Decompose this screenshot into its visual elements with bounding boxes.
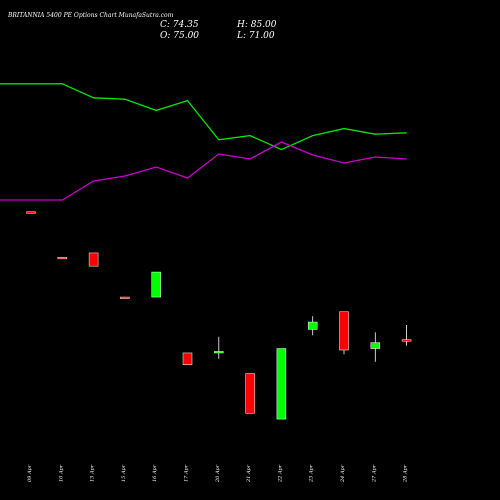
candles [26,211,412,420]
candle-body [370,342,381,349]
open-value: O: 75.00 [160,31,199,41]
candle-10-apr [57,257,68,260]
x-tick-label: 13 Apr [90,464,96,482]
x-axis-ticks: 09 Apr 10 Apr 13 Apr 15 Apr 16 Apr 17 Apr 20 A… [27,464,409,483]
candle-17-apr [182,352,193,365]
candle-body [26,211,36,214]
chart-title: BRITANNIA 5400 PE Options Chart MunafaSu… [7,12,174,19]
x-tick-label: 16 Apr [152,464,158,482]
candle-body [276,348,287,420]
candle-13-apr [88,252,99,267]
indicator-line-1 [0,83,407,151]
x-tick-label: 15 Apr [121,464,127,482]
candle-16-apr [151,271,161,298]
candle-23-apr [307,316,318,336]
x-tick-label: 23 Apr [309,464,315,483]
candle-22-apr [276,348,287,420]
candle-28-apr [401,325,412,346]
indicator-lines [0,83,407,201]
x-tick-label: 20 Apr [215,464,221,483]
x-tick-label: 09 Apr [27,464,33,482]
x-tick-label: 21 Apr [246,464,252,483]
candle-body [401,339,412,342]
indicator-line-2 [0,141,407,201]
x-tick-label: 28 Apr [403,464,409,483]
candle-body [120,296,130,299]
candle-body [245,373,255,414]
candle-body [214,351,224,354]
high-value: H: 85.00 [236,20,277,30]
candle-24-apr [339,311,349,355]
low-value: L: 71.00 [236,31,275,41]
candle-20-apr [214,336,224,359]
x-tick-label: 10 Apr [58,464,64,482]
candle-27-apr [370,332,381,362]
candle-body [339,311,349,351]
candle-body [57,257,68,260]
candle-09-apr [26,211,36,214]
close-value: C: 74.35 [160,20,199,30]
candle-15-apr [120,296,130,299]
candle-body [182,352,193,365]
candle-21-apr [245,373,255,414]
x-tick-label: 22 Apr [277,464,283,483]
x-tick-label: 27 Apr [371,464,377,483]
candle-body [151,271,161,298]
candle-body [88,252,99,267]
x-tick-label: 17 Apr [184,464,190,482]
candle-body [307,321,318,330]
x-tick-label: 24 Apr [340,464,346,483]
